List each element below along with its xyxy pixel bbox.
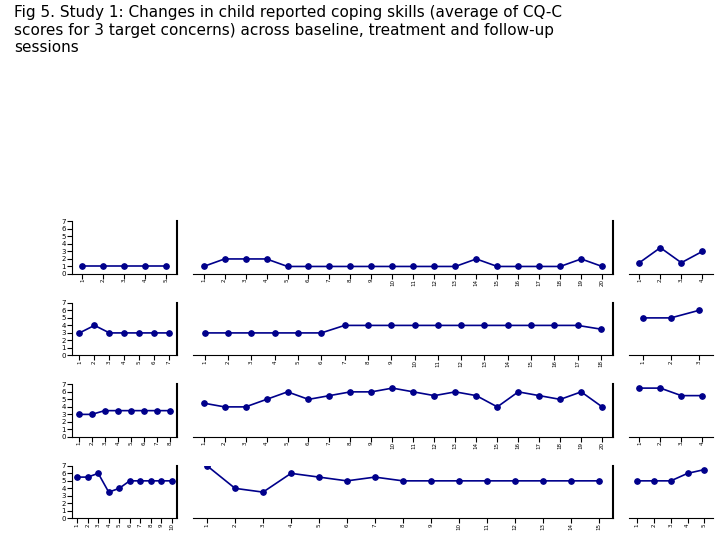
- Text: Fig 5. Study 1: Changes in child reported coping skills (average of CQ-C
scores : Fig 5. Study 1: Changes in child reporte…: [14, 5, 562, 55]
